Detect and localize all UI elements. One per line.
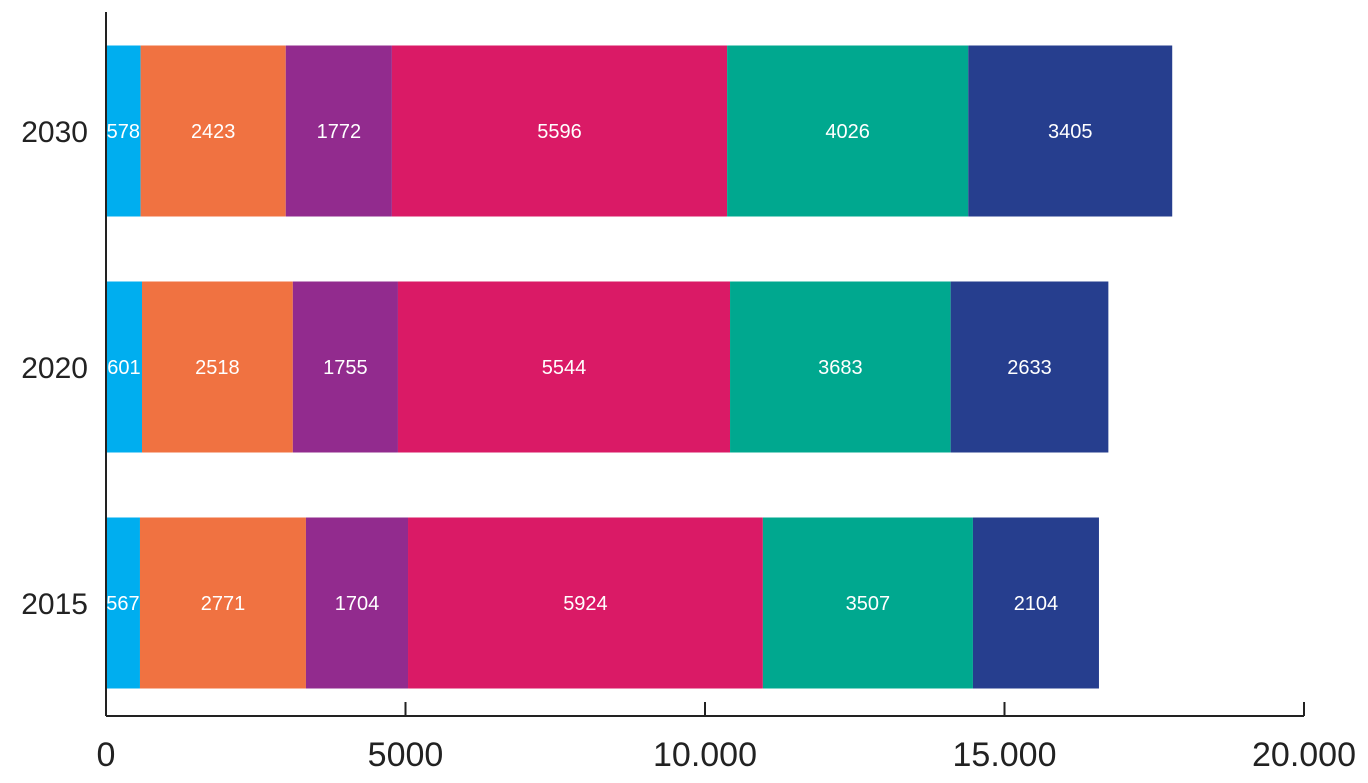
labels-layer: 567 2771 1704 5924 3507 2104 2015 601 2518 1755 55… bbox=[21, 116, 1356, 774]
bar-segment-2030-4 bbox=[391, 45, 728, 217]
x-tick-label-0: 0 bbox=[97, 736, 116, 774]
x-tick-label-3: 15.000 bbox=[953, 736, 1057, 774]
bars-layer bbox=[106, 45, 1173, 689]
data-label-2020-3: 1755 bbox=[323, 357, 368, 379]
data-label-2015-1: 567 bbox=[106, 593, 139, 615]
bar-segment-2030-2 bbox=[140, 45, 286, 217]
data-label-2030-6: 3405 bbox=[1048, 121, 1093, 143]
x-tick-label-1: 5000 bbox=[368, 736, 444, 774]
bar-segment-2015-6 bbox=[972, 517, 1099, 689]
data-label-2030-3: 1772 bbox=[317, 121, 362, 143]
data-label-2020-4: 5544 bbox=[542, 357, 587, 379]
x-tick-label-4: 20.000 bbox=[1252, 736, 1356, 774]
x-tick-label-2: 10.000 bbox=[653, 736, 757, 774]
data-label-2015-2: 2771 bbox=[201, 593, 246, 615]
bar-segment-2015-2 bbox=[139, 517, 306, 689]
data-label-2015-6: 2104 bbox=[1014, 593, 1059, 615]
bar-segment-2030-6 bbox=[968, 45, 1173, 217]
bar-segment-2015-4 bbox=[408, 517, 763, 689]
y-tick-label-2015: 2015 bbox=[21, 588, 88, 621]
bar-segment-2030-3 bbox=[285, 45, 392, 217]
data-label-2020-6: 2633 bbox=[1007, 357, 1052, 379]
bar-segment-2015-1 bbox=[106, 517, 140, 689]
bar-segment-2015-5 bbox=[762, 517, 973, 689]
bar-segment-2020-1 bbox=[106, 281, 142, 453]
bar-segment-2020-5 bbox=[730, 281, 951, 453]
axis-layer bbox=[105, 12, 1305, 717]
data-label-2030-4: 5596 bbox=[537, 121, 582, 143]
bar-segment-2020-6 bbox=[950, 281, 1109, 453]
data-label-2015-5: 3507 bbox=[846, 593, 891, 615]
y-tick-label-2020: 2020 bbox=[21, 352, 88, 385]
bar-segment-2020-3 bbox=[292, 281, 398, 453]
bar-segment-2015-3 bbox=[305, 517, 409, 689]
data-label-2030-2: 2423 bbox=[191, 121, 236, 143]
bar-segment-2030-5 bbox=[727, 45, 969, 217]
bar-segment-2030-1 bbox=[106, 45, 141, 217]
data-label-2020-5: 3683 bbox=[818, 357, 863, 379]
data-label-2020-2: 2518 bbox=[195, 357, 240, 379]
bar-segment-2020-2 bbox=[141, 281, 293, 453]
data-label-2015-4: 5924 bbox=[563, 593, 608, 615]
data-label-2015-3: 1704 bbox=[335, 593, 380, 615]
bar-segment-2020-4 bbox=[397, 281, 731, 453]
data-label-2030-1: 578 bbox=[107, 121, 140, 143]
y-tick-label-2030: 2030 bbox=[21, 116, 88, 149]
data-label-2020-1: 601 bbox=[107, 357, 140, 379]
data-label-2030-5: 4026 bbox=[825, 121, 870, 143]
